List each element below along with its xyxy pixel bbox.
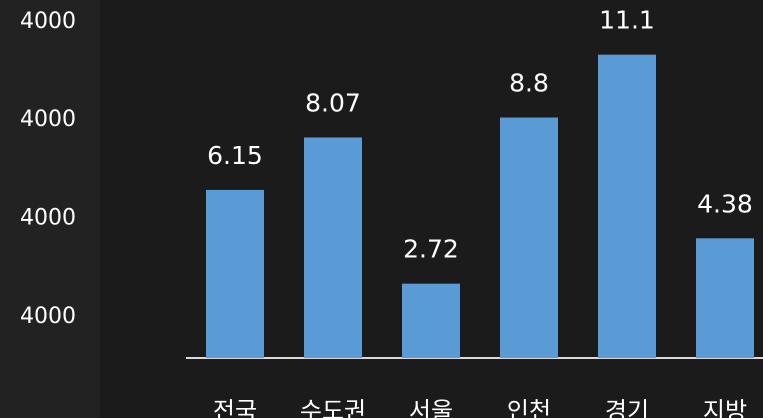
y-tick-label: 4000: [20, 304, 76, 329]
x-tick-label: 서울: [409, 397, 453, 418]
value-label: 6.15: [207, 141, 263, 170]
bar: [304, 137, 362, 358]
axis-panel: [0, 0, 100, 418]
value-label: 11.1: [599, 6, 655, 35]
value-label: 4.38: [697, 189, 753, 218]
value-label: 2.72: [403, 235, 459, 264]
y-tick-label: 4000: [20, 107, 76, 132]
x-tick-label: 경기: [605, 397, 649, 418]
x-tick-label: 수도권: [300, 397, 366, 418]
bar: [402, 283, 460, 358]
x-tick-label: 전국: [213, 397, 257, 418]
x-tick-label: 인천: [507, 397, 551, 418]
value-label: 8.8: [509, 69, 549, 98]
y-tick-label: 4000: [20, 9, 76, 34]
value-label: 8.07: [305, 88, 361, 117]
bar: [206, 189, 264, 358]
bar: [500, 117, 558, 359]
y-tick-label: 4000: [20, 206, 76, 231]
bar: [598, 54, 656, 358]
x-tick-label: 지방: [703, 397, 747, 418]
bar: [696, 238, 754, 358]
